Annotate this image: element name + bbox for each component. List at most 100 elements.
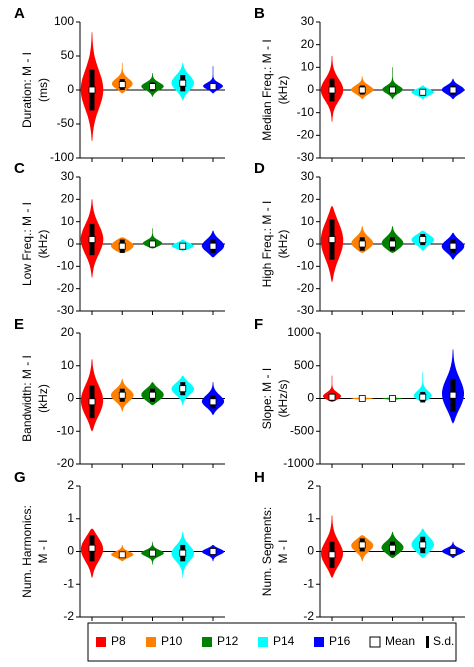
y-tick-label: -20 (57, 281, 75, 295)
y-axis-label: Bandwidth: M - I (20, 355, 34, 442)
mean-marker (328, 551, 336, 559)
y-tick-label: 20 (301, 192, 315, 206)
y-tick-label: 2 (67, 478, 74, 492)
mean-marker (328, 86, 336, 94)
mean-marker (88, 398, 96, 406)
y-tick-label: 0 (307, 236, 314, 250)
y-tick-label: -500 (290, 423, 314, 437)
panel-label: B (254, 5, 265, 22)
y-tick-label: -1 (303, 576, 314, 590)
mean-marker (449, 86, 457, 94)
legend-label: P10 (161, 634, 183, 648)
panel-label: H (254, 469, 265, 486)
mean-marker (118, 81, 126, 88)
mean-marker (419, 393, 427, 401)
y-tick-label: 0 (307, 544, 314, 558)
mean-marker (88, 86, 96, 94)
y-tick-label: 0 (67, 544, 74, 558)
mean-marker (179, 79, 187, 87)
y-tick-label: 0 (307, 82, 314, 96)
mean-marker (358, 541, 366, 549)
y-tick-label: 2 (307, 478, 314, 492)
mean-marker (449, 391, 457, 399)
mean-marker (179, 549, 187, 557)
y-tick-label: -30 (297, 303, 315, 317)
y-tick-label: 500 (294, 358, 314, 372)
mean-marker (389, 544, 396, 552)
y-axis-label: Duration: M - I (20, 52, 34, 128)
y-axis-label: Median Freq.: M - I (260, 39, 274, 140)
legend-label: P14 (273, 634, 295, 648)
mean-marker (149, 83, 156, 90)
legend-sd-swatch (426, 636, 429, 648)
y-tick-label: -100 (50, 150, 74, 164)
mean-marker (419, 88, 427, 96)
mean-marker (358, 86, 366, 94)
mean-marker (358, 240, 366, 248)
panel-label: A (14, 5, 25, 22)
violin (203, 66, 223, 94)
y-tick-label: 0 (307, 391, 314, 405)
mean-marker (209, 548, 217, 555)
y-tick-label: 10 (61, 214, 75, 228)
panel-label: G (14, 469, 26, 486)
mean-marker (149, 549, 156, 557)
violin (111, 62, 133, 94)
mean-marker (389, 395, 396, 402)
y-tick-label: -20 (297, 281, 315, 295)
y-tick-label: 1 (67, 511, 74, 525)
y-tick-label: -2 (303, 609, 314, 623)
legend-swatch (202, 637, 212, 647)
y-tick-label: 0 (67, 236, 74, 250)
legend-label: P12 (217, 634, 239, 648)
y-tick-label: 10 (61, 358, 75, 372)
y-axis-label: M - I (276, 540, 290, 564)
y-tick-label: -2 (63, 609, 74, 623)
y-tick-label: 20 (61, 192, 75, 206)
mean-marker (209, 242, 217, 250)
y-tick-label: 20 (301, 37, 315, 51)
mean-marker (328, 393, 336, 401)
y-axis-label: Slope: M - I (260, 368, 274, 429)
y-tick-label: -30 (297, 150, 315, 164)
y-axis-label: (ms) (36, 78, 50, 102)
y-tick-label: 1000 (287, 325, 314, 339)
mean-marker (88, 544, 96, 552)
y-tick-label: 10 (301, 214, 315, 228)
y-tick-label: -1 (63, 576, 74, 590)
y-tick-label: -10 (57, 259, 75, 273)
mean-marker (449, 548, 457, 555)
violin (323, 375, 341, 402)
legend-swatch (314, 637, 324, 647)
y-axis-label: Low Freq.: M - I (20, 202, 34, 286)
y-tick-label: 1 (307, 511, 314, 525)
mean-marker (179, 242, 187, 250)
legend-swatch (258, 637, 268, 647)
y-axis-label: (kHz/s) (276, 380, 290, 418)
violin (142, 228, 163, 249)
mean-marker (88, 236, 96, 243)
y-tick-label: 30 (301, 14, 315, 28)
y-tick-label: 0 (67, 82, 74, 96)
violin (382, 67, 403, 100)
y-axis-label: M - I (36, 540, 50, 564)
mean-marker (358, 395, 366, 402)
legend-swatch (96, 637, 106, 647)
panel-label: C (14, 160, 25, 177)
panel-label: E (14, 316, 24, 333)
legend-box (87, 622, 457, 662)
y-tick-label: 30 (61, 169, 75, 183)
y-tick-label: -30 (57, 303, 75, 317)
mean-marker (419, 541, 427, 549)
y-tick-label: 10 (301, 60, 315, 74)
mean-marker (149, 240, 156, 248)
mean-marker (209, 398, 217, 406)
y-axis-label: (kHz) (276, 230, 290, 259)
mean-marker (118, 391, 126, 399)
mean-marker (209, 83, 217, 90)
y-tick-label: 100 (54, 14, 74, 28)
mean-marker (389, 240, 396, 248)
y-tick-label: -20 (297, 128, 315, 142)
y-axis-label: Num. Segments: (260, 507, 274, 596)
y-tick-label: -50 (57, 116, 75, 130)
